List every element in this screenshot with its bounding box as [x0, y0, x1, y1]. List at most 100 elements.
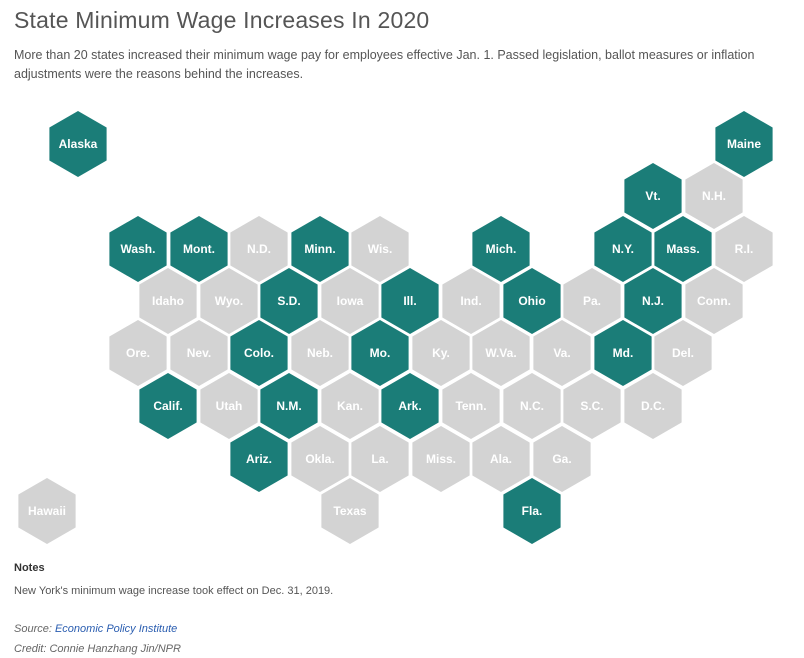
state-tile-del: Del. [654, 320, 712, 386]
notes-heading: Notes [14, 562, 45, 574]
state-label-tenn: Tenn. [455, 399, 486, 413]
state-hex-wyo [200, 268, 258, 334]
state-tile-wis: Wis. [351, 216, 409, 282]
state-label-ark: Ark. [398, 399, 421, 413]
state-tile-ore: Ore. [109, 320, 167, 386]
state-tile-pa: Pa. [563, 268, 621, 334]
state-tile-s-d: S.D. [260, 268, 318, 334]
source-link[interactable]: Economic Policy Institute [54, 623, 178, 635]
state-tile-nev: Nev. [170, 320, 228, 386]
state-label-n-y: N.Y. [612, 242, 634, 256]
state-label-vt: Vt. [645, 189, 660, 203]
state-hex-minn [291, 216, 349, 282]
state-hex-iowa [321, 268, 379, 334]
state-hex-neb [291, 320, 349, 386]
state-tile-tenn: Tenn. [442, 373, 500, 439]
state-label-md: Md. [613, 346, 634, 360]
state-hex-del [654, 320, 712, 386]
state-label-mo: Mo. [370, 346, 391, 360]
state-tile-colo: Colo. [230, 320, 288, 386]
state-label-okla: Okla. [305, 452, 334, 466]
state-label-s-d: S.D. [277, 294, 300, 308]
state-tile-ariz: Ariz. [230, 426, 288, 492]
state-label-iowa: Iowa [337, 294, 364, 308]
state-label-idaho: Idaho [152, 294, 184, 308]
state-hex-n-c [503, 373, 561, 439]
hex-layer: Alaska Maine Vt. N.H. Wash. Mont. N.D. Minn. Wis… [18, 111, 773, 544]
state-label-s-c: S.C. [580, 399, 603, 413]
state-hex-s-d [260, 268, 318, 334]
state-label-ind: Ind. [460, 294, 481, 308]
state-hex-n-j [624, 268, 682, 334]
state-label-fla: Fla. [522, 504, 543, 518]
state-hex-wash [109, 216, 167, 282]
state-hex-n-m [260, 373, 318, 439]
state-hex-mont [170, 216, 228, 282]
state-tile-iowa: Iowa [321, 268, 379, 334]
state-label-la: La. [371, 452, 388, 466]
state-tile-mont: Mont. [170, 216, 228, 282]
state-label-va: Va. [553, 346, 570, 360]
state-hex-ala [472, 426, 530, 492]
state-label-nev: Nev. [187, 346, 211, 360]
state-tile-ind: Ind. [442, 268, 500, 334]
state-tile-n-c: N.C. [503, 373, 561, 439]
state-hex-la [351, 426, 409, 492]
state-label-ga: Ga. [552, 452, 571, 466]
state-tile-maine: Maine [715, 111, 773, 177]
state-hex-colo [230, 320, 288, 386]
state-tile-mass: Mass. [654, 216, 712, 282]
state-tile-r-i: R.I. [715, 216, 773, 282]
state-hex-utah [200, 373, 258, 439]
state-tile-texas: Texas [321, 478, 379, 544]
state-label-alaska: Alaska [59, 137, 98, 151]
state-tile-n-m: N.M. [260, 373, 318, 439]
page-title: State Minimum Wage Increases In 2020 [14, 7, 430, 33]
state-label-w-va: W.Va. [485, 346, 516, 360]
state-hex-alaska [49, 111, 107, 177]
state-hex-map: Alaska Maine Vt. N.H. Wash. Mont. N.D. Minn. Wis… [18, 111, 773, 544]
state-hex-calif [139, 373, 197, 439]
state-label-ore: Ore. [126, 346, 150, 360]
state-tile-vt: Vt. [624, 163, 682, 229]
state-hex-n-y [594, 216, 652, 282]
source-prefix: Source: [14, 623, 55, 635]
state-tile-d-c: D.C. [624, 373, 682, 439]
state-hex-n-d [230, 216, 288, 282]
state-label-miss: Miss. [426, 452, 456, 466]
state-hex-conn [685, 268, 743, 334]
state-hex-tenn [442, 373, 500, 439]
state-tile-ohio: Ohio [503, 268, 561, 334]
state-label-n-m: N.M. [276, 399, 301, 413]
state-hex-va [533, 320, 591, 386]
state-tile-n-d: N.D. [230, 216, 288, 282]
state-tile-neb: Neb. [291, 320, 349, 386]
state-label-ariz: Ariz. [246, 452, 272, 466]
state-hex-fla [503, 478, 561, 544]
state-label-n-d: N.D. [247, 242, 271, 256]
state-tile-ark: Ark. [381, 373, 439, 439]
state-tile-w-va: W.Va. [472, 320, 530, 386]
state-label-mass: Mass. [666, 242, 699, 256]
state-tile-ala: Ala. [472, 426, 530, 492]
state-tile-va: Va. [533, 320, 591, 386]
state-label-kan: Kan. [337, 399, 363, 413]
state-label-minn: Minn. [304, 242, 335, 256]
state-tile-utah: Utah [200, 373, 258, 439]
state-tile-wyo: Wyo. [200, 268, 258, 334]
state-label-neb: Neb. [307, 346, 333, 360]
page-subtitle: More than 20 states increased their mini… [14, 48, 755, 81]
state-hex-r-i [715, 216, 773, 282]
state-label-n-j: N.J. [642, 294, 664, 308]
state-label-ala: Ala. [490, 452, 512, 466]
state-hex-maine [715, 111, 773, 177]
state-label-ohio: Ohio [518, 294, 545, 308]
state-tile-alaska: Alaska [49, 111, 107, 177]
state-tile-mich: Mich. [472, 216, 530, 282]
state-tile-ga: Ga. [533, 426, 591, 492]
state-label-r-i: R.I. [735, 242, 754, 256]
state-label-mich: Mich. [486, 242, 517, 256]
state-hex-w-va [472, 320, 530, 386]
state-tile-mo: Mo. [351, 320, 409, 386]
state-tile-fla: Fla. [503, 478, 561, 544]
